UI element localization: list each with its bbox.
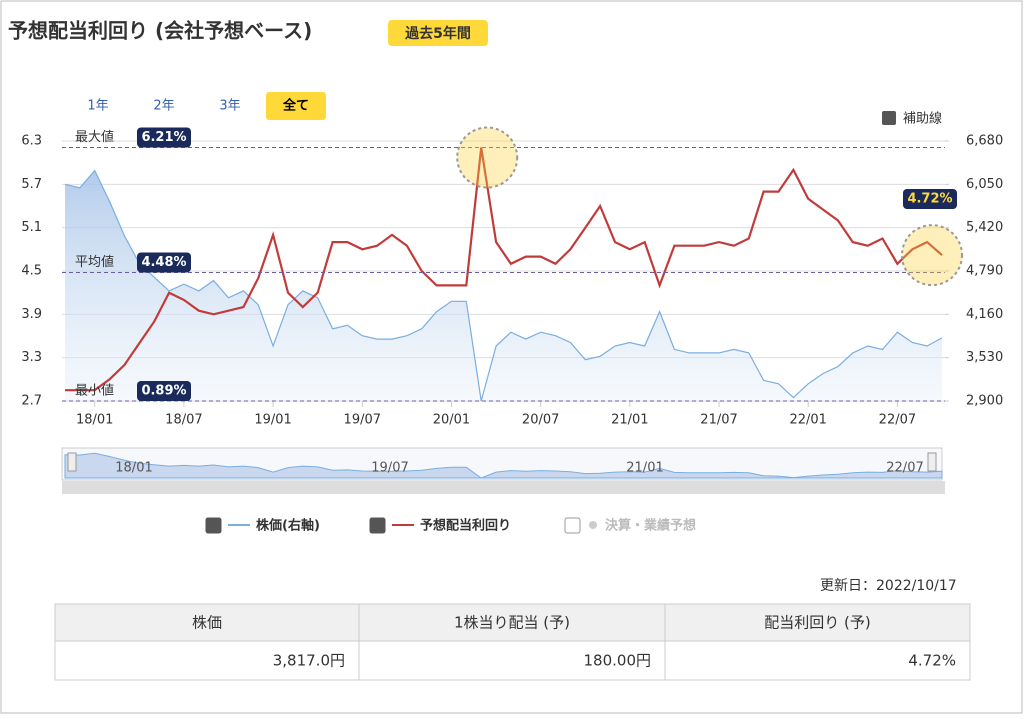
value-badge <box>137 127 191 148</box>
y2-tick-label: 6,680 <box>966 134 1003 149</box>
table-cell: 180.00円 <box>584 652 652 670</box>
title: 予想配当利回り (会社予想ベース) <box>8 19 312 43</box>
x-tick-label: 21/07 <box>700 413 737 428</box>
table-header: 配当利回り (予) <box>764 614 870 632</box>
x-tick-label: 20/01 <box>433 413 470 428</box>
value-badge-text: 6.21% <box>141 130 186 145</box>
range-button-bg[interactable] <box>266 92 326 120</box>
table-header: 株価 <box>192 614 222 632</box>
current-badge <box>903 189 957 209</box>
table-header: 1株当り配当 (予) <box>454 614 570 632</box>
range-button[interactable]: 2年 <box>153 99 174 114</box>
y-tick-label: 2.7 <box>21 394 42 409</box>
x-tick-label: 22/01 <box>789 413 826 428</box>
navigator-label: 18/01 <box>115 461 152 476</box>
y-tick-label: 5.7 <box>21 177 42 192</box>
price-area <box>65 170 942 401</box>
y2-tick-label: 3,530 <box>966 350 1003 365</box>
navigator-line <box>64 452 943 479</box>
y2-tick-label: 2,900 <box>966 394 1003 409</box>
badge-bg <box>388 20 488 46</box>
x-tick-label: 21/01 <box>611 413 648 428</box>
x-tick-label: 18/01 <box>76 413 113 428</box>
value-badge-text: 0.89% <box>141 384 186 399</box>
y-tick-label: 5.1 <box>21 220 42 235</box>
table-cell: 4.72% <box>908 652 956 670</box>
navigator-label: 22/07 <box>886 461 923 476</box>
value-badge <box>137 381 191 401</box>
current-badge-text: 4.72% <box>907 192 952 207</box>
legend-checkbox[interactable] <box>205 517 222 534</box>
series-line <box>65 147 943 392</box>
nav-handle[interactable] <box>67 452 77 472</box>
min-label: 最小値 <box>75 383 114 399</box>
y2-tick-label: 4,790 <box>966 264 1003 279</box>
highlight <box>901 224 963 287</box>
x-tick-label: 22/07 <box>879 413 916 428</box>
value-badge-text: 4.48% <box>141 255 186 270</box>
y-tick-label: 3.9 <box>21 307 42 322</box>
y2-tick-label: 4,160 <box>966 307 1003 322</box>
x-tick-label: 19/07 <box>344 413 381 428</box>
x-tick-label: 18/07 <box>165 413 202 428</box>
legend-label[interactable]: 決算・業績予想 <box>605 518 696 534</box>
y-tick-label: 6.3 <box>21 134 42 149</box>
legend-checkbox[interactable] <box>564 517 581 534</box>
scrollbar[interactable] <box>62 481 945 494</box>
legend-swatch <box>589 521 597 529</box>
x-tick-label: 20/07 <box>522 413 559 428</box>
badge: 過去5年間 <box>404 25 471 42</box>
reference-label: 平均値 <box>75 254 114 270</box>
range-button[interactable]: 1年 <box>87 99 108 114</box>
table-cell: 3,817.0円 <box>273 652 345 670</box>
aux-checkbox[interactable] <box>882 111 896 125</box>
reference-label: 最大値 <box>75 129 114 145</box>
legend-label[interactable]: 株価(右軸) <box>256 518 320 534</box>
x-tick-label: 19/01 <box>254 413 291 428</box>
range-button[interactable]: 3年 <box>219 99 240 114</box>
legend-checkbox[interactable] <box>369 517 386 534</box>
updated: 更新日：2022/10/17 <box>820 578 957 594</box>
y-tick-label: 4.5 <box>21 264 42 279</box>
highlight <box>456 126 519 189</box>
table-row-bg <box>54 640 971 681</box>
range-button[interactable]: 全て <box>282 98 309 114</box>
table-header-bg <box>54 603 971 642</box>
value-badge <box>137 252 191 273</box>
nav-handle[interactable] <box>927 452 937 472</box>
navigator-label: 19/07 <box>371 461 408 476</box>
y-tick-label: 3.3 <box>21 350 42 365</box>
y2-tick-label: 6,050 <box>966 177 1003 192</box>
legend-label[interactable]: 予想配当利回り <box>420 518 511 534</box>
navigator-label: 21/01 <box>626 461 663 476</box>
aux-label: 補助線 <box>903 111 942 127</box>
y2-tick-label: 5,420 <box>966 220 1003 235</box>
series-line <box>64 169 943 402</box>
